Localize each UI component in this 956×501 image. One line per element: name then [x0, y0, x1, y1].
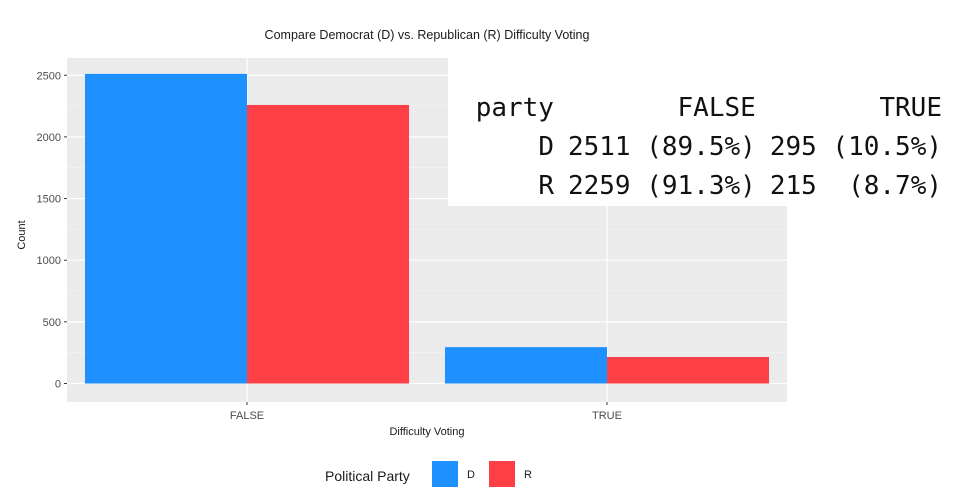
- table-cell: D: [538, 132, 554, 162]
- table-header: TRUE: [879, 93, 942, 123]
- table-cell: 2259 (91.3%): [567, 171, 756, 201]
- legend: Political Party D R: [325, 461, 532, 487]
- bar-D-false: [85, 73, 247, 384]
- y-axis-label: Count: [16, 220, 28, 249]
- y-tick-label: 1000: [37, 255, 61, 267]
- legend-swatch-D: [432, 461, 458, 487]
- chart-title: Compare Democrat (D) vs. Republican (R) …: [265, 28, 590, 42]
- bar-R-true: [607, 356, 769, 384]
- table-header: FALSE: [677, 93, 756, 123]
- y-tick-label: 500: [43, 317, 61, 329]
- x-tick-label: TRUE: [592, 410, 622, 422]
- legend-swatch-R: [489, 461, 515, 487]
- y-tick-label: 2500: [37, 70, 61, 82]
- table-cell: 2511 (89.5%): [567, 132, 756, 162]
- table-header-row: party FALSE TRUE: [476, 89, 942, 128]
- legend-label-R: R: [524, 469, 532, 481]
- y-tick-label: 2000: [37, 132, 61, 144]
- table-row: D 2511 (89.5%) 295 (10.5%): [476, 128, 942, 167]
- legend-title: Political Party: [325, 468, 410, 484]
- table-row: R 2259 (91.3%) 215 (8.7%): [476, 167, 942, 206]
- bar-R-false: [247, 104, 409, 384]
- x-tick-label: FALSE: [230, 410, 264, 422]
- table-cell: 295 (10.5%): [769, 132, 942, 162]
- legend-label-D: D: [467, 469, 475, 481]
- y-tick-label: 0: [55, 379, 61, 391]
- table-cell: 215 (8.7%): [769, 171, 942, 201]
- y-tick-label: 1500: [37, 194, 61, 206]
- summary-table: party FALSE TRUE D 2511 (89.5%) 295 (10.…: [448, 58, 956, 206]
- bar-D-true: [445, 347, 607, 384]
- table-cell: R: [538, 171, 554, 201]
- table-header: party: [475, 93, 554, 123]
- x-axis-label: Difficulty Voting: [389, 426, 464, 438]
